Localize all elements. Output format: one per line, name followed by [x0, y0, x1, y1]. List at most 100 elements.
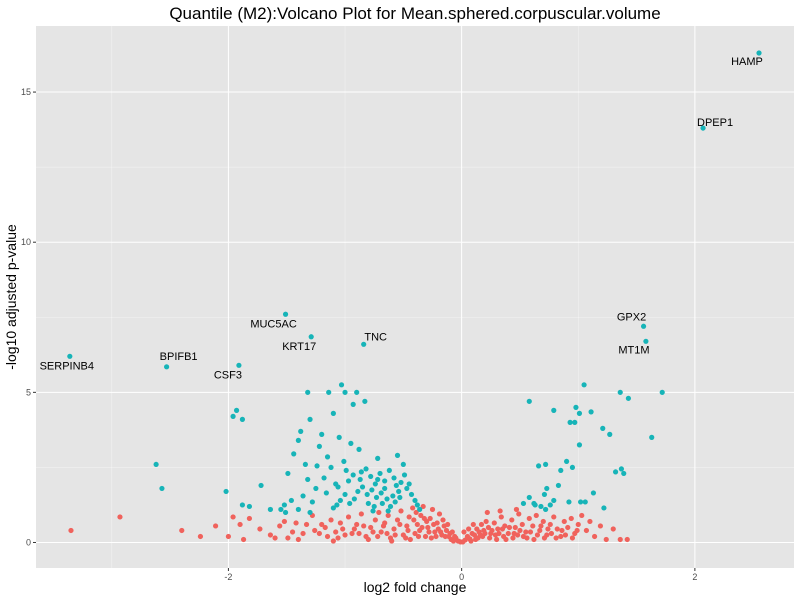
data-point — [212, 523, 219, 529]
data-point — [579, 512, 585, 519]
labeled-data-point — [700, 125, 706, 131]
data-point — [326, 389, 332, 395]
data-point — [307, 509, 313, 516]
data-point — [417, 506, 423, 513]
data-point — [354, 389, 360, 395]
data-point — [309, 499, 315, 505]
data-point — [368, 473, 374, 480]
data-point — [445, 521, 451, 528]
data-point — [305, 476, 311, 483]
data-point — [282, 509, 289, 516]
y-tick-label: 10 — [21, 237, 31, 247]
data-point — [473, 536, 479, 543]
data-point — [515, 532, 521, 538]
data-point — [298, 428, 304, 434]
data-point — [392, 532, 398, 538]
y-tick-label: 15 — [21, 87, 31, 97]
data-point — [569, 464, 576, 471]
data-point — [534, 532, 541, 538]
data-point — [466, 526, 472, 532]
data-point — [590, 490, 597, 496]
y-tick-label: 5 — [26, 387, 31, 397]
data-point — [319, 521, 325, 528]
data-point — [370, 529, 376, 535]
data-point — [461, 529, 467, 535]
data-point — [68, 527, 74, 534]
data-point — [347, 500, 353, 507]
data-point — [305, 389, 311, 395]
labeled-data-point — [640, 323, 647, 329]
data-point — [398, 479, 404, 486]
data-point — [470, 521, 476, 528]
data-point — [438, 529, 444, 535]
data-point — [558, 467, 564, 474]
data-point — [541, 491, 548, 498]
data-point — [117, 514, 123, 520]
data-point — [370, 508, 376, 514]
data-point — [369, 487, 375, 493]
data-point — [394, 517, 401, 523]
data-point — [330, 538, 336, 544]
data-point — [300, 530, 306, 537]
data-point — [421, 515, 427, 522]
data-point — [372, 481, 378, 487]
data-point — [538, 503, 544, 510]
labeled-data-point — [361, 341, 367, 347]
data-point — [526, 494, 532, 501]
data-point — [494, 536, 500, 543]
data-point — [477, 532, 483, 538]
data-point — [432, 529, 438, 535]
data-point — [338, 382, 345, 388]
data-point — [368, 524, 374, 531]
data-point — [426, 529, 432, 535]
x-axis-title: log2 fold change — [364, 579, 467, 595]
data-point — [526, 515, 532, 522]
gene-label-bpifb1: BPIFB1 — [160, 351, 198, 363]
data-point — [230, 413, 236, 419]
data-point — [420, 503, 426, 510]
gene-label-csf3: CSF3 — [214, 369, 242, 381]
data-point — [313, 485, 319, 492]
data-point — [422, 533, 429, 540]
data-point — [524, 535, 530, 541]
data-point — [340, 526, 346, 532]
data-point — [548, 530, 555, 537]
data-point — [281, 518, 287, 525]
data-point — [575, 521, 581, 528]
data-point — [364, 491, 370, 498]
data-point — [513, 506, 520, 513]
data-point — [359, 484, 366, 490]
data-point — [343, 467, 349, 474]
chart-title: Quantile (M2):Volcano Plot for Mean.sphe… — [169, 4, 660, 23]
data-point — [337, 520, 343, 526]
gene-labels: HAMP DPEP1 MUC5AC KRT17 TNC GPX2 MT1M SERPINB4 B… — [40, 56, 763, 381]
data-point — [410, 505, 416, 511]
data-point — [498, 514, 504, 520]
x-tick-label: -2 — [224, 572, 232, 582]
data-point — [433, 533, 439, 540]
data-point — [625, 395, 632, 401]
data-point — [240, 536, 247, 543]
data-point — [436, 511, 443, 517]
data-point — [536, 463, 542, 469]
data-point — [489, 527, 495, 534]
data-point — [397, 521, 403, 528]
data-point — [582, 499, 588, 505]
data-point — [517, 527, 523, 534]
data-point — [378, 529, 384, 535]
data-point — [404, 485, 410, 492]
data-point — [295, 506, 301, 513]
data-point — [246, 503, 253, 510]
data-point — [419, 524, 425, 531]
data-point — [302, 461, 308, 468]
data-point — [564, 458, 570, 465]
data-point — [337, 497, 343, 504]
data-point — [258, 482, 264, 489]
data-point — [387, 503, 394, 510]
data-point — [478, 521, 485, 528]
data-point — [491, 520, 497, 526]
data-point — [291, 451, 297, 457]
data-point — [597, 523, 604, 529]
data-point — [497, 508, 503, 514]
gene-label-tnc: TNC — [364, 331, 387, 343]
